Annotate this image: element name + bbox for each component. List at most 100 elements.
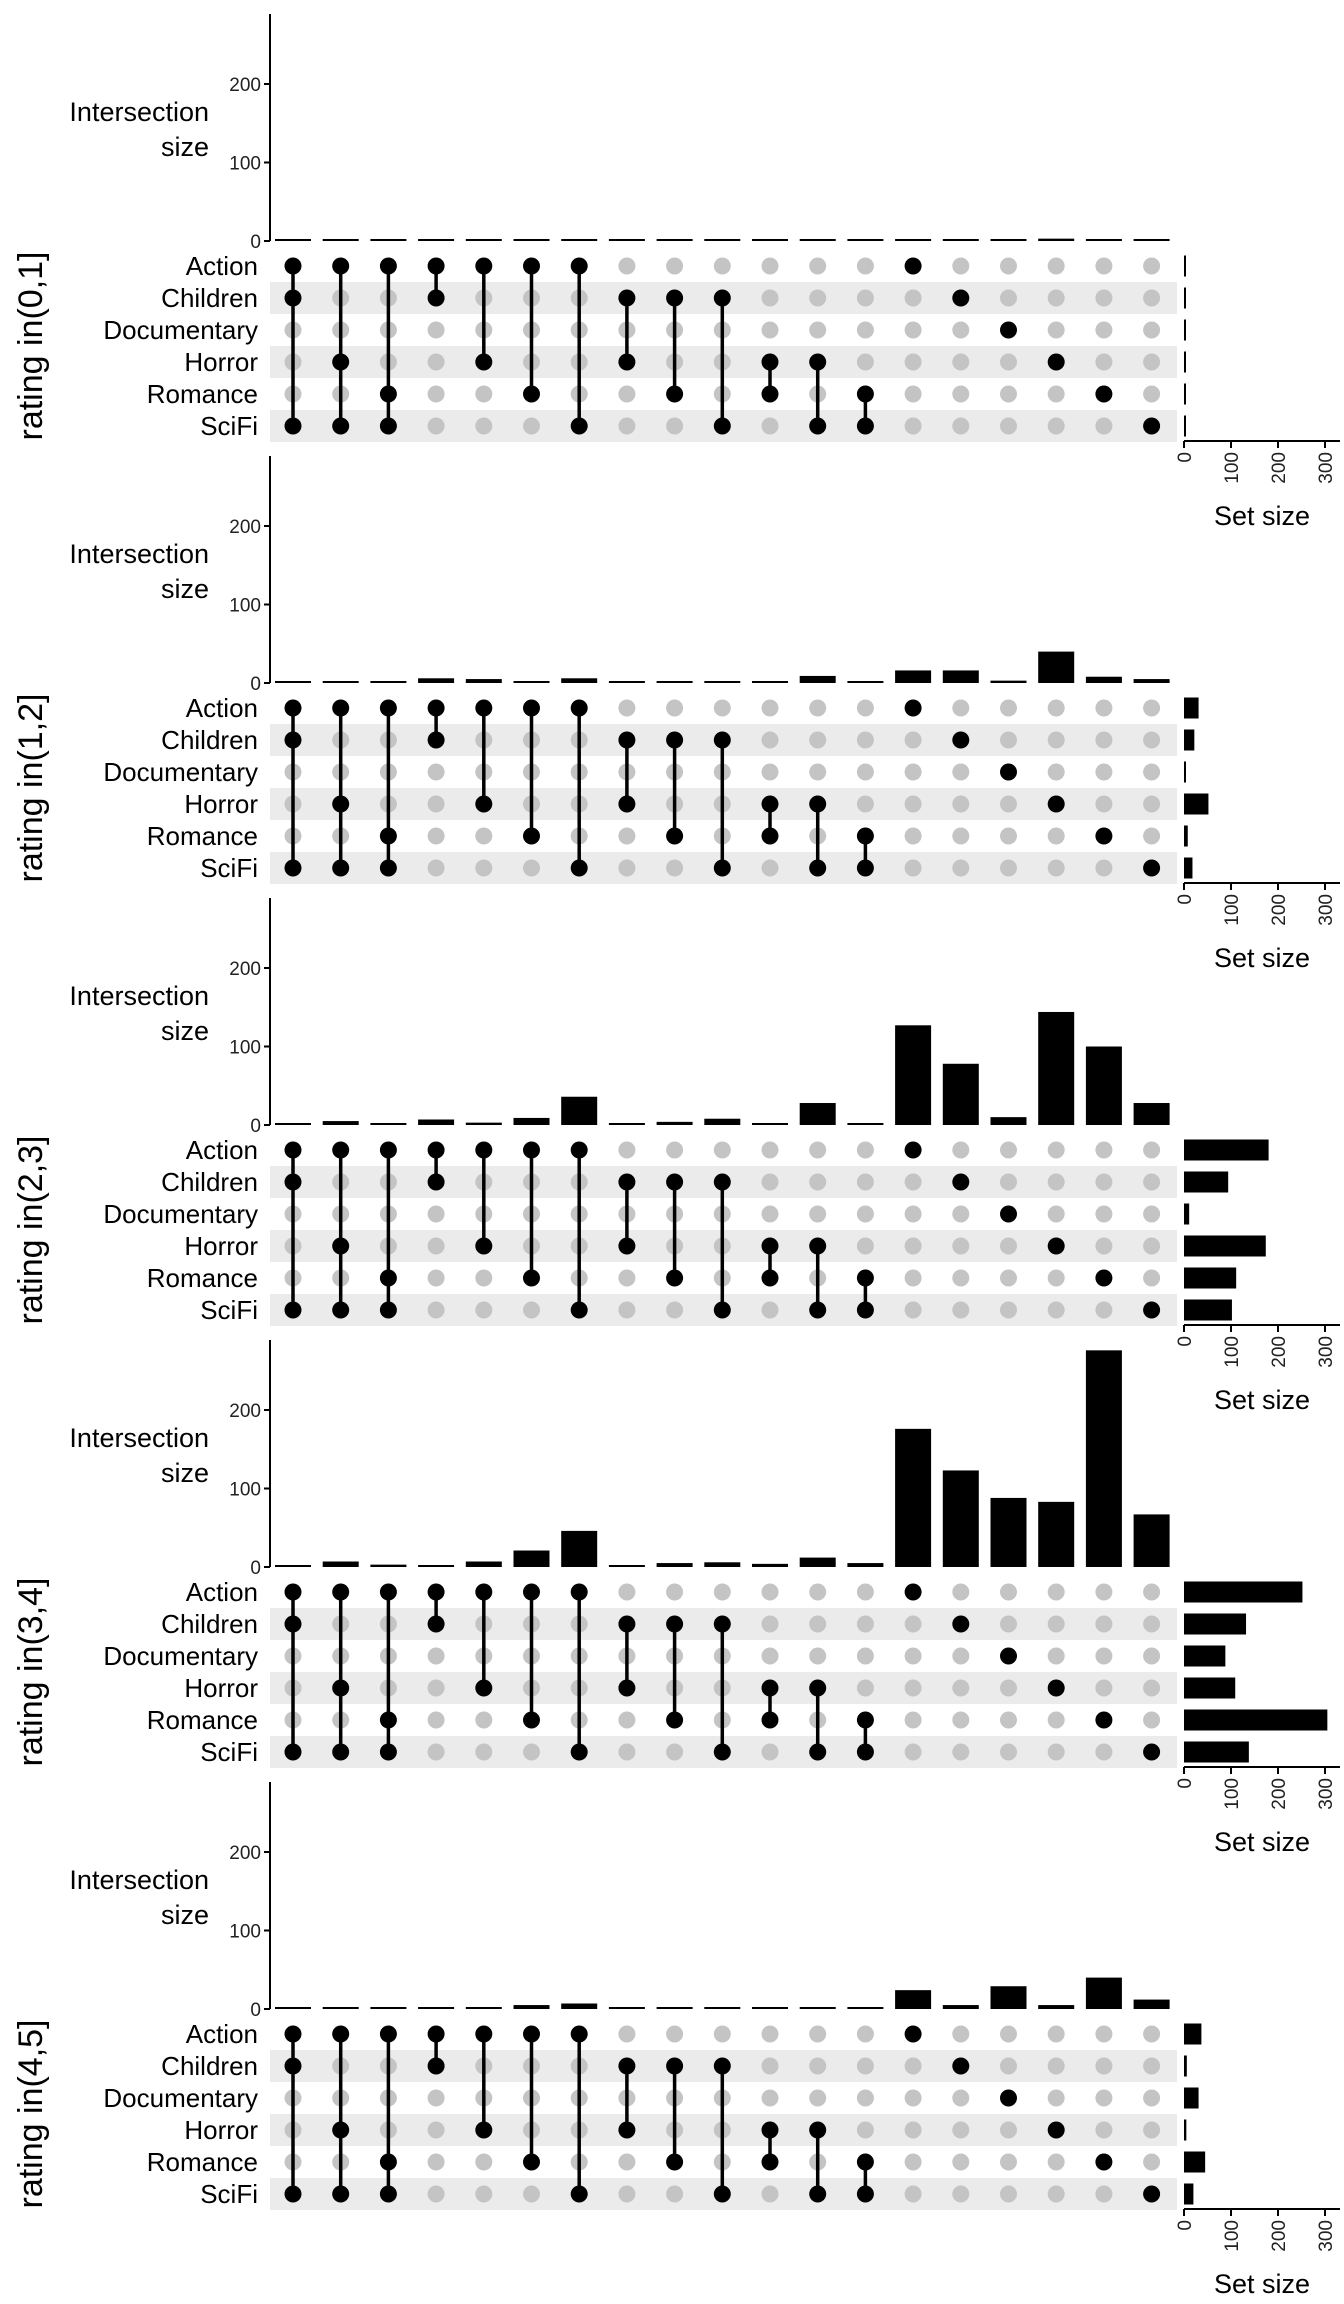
matrix-dot-inactive (952, 2153, 970, 2171)
intersection-bar (1085, 676, 1122, 683)
set-size-bar (1184, 383, 1186, 405)
matrix-dot-inactive (809, 1141, 827, 1159)
matrix-dot-active (332, 1743, 350, 1761)
matrix-dot-inactive (809, 1205, 827, 1223)
matrix-dot-inactive (1047, 763, 1065, 781)
matrix-dot-inactive (427, 2089, 445, 2107)
intersection-bar (608, 681, 645, 683)
set-size-bar (1184, 697, 1199, 719)
matrix-dot-active (1143, 1743, 1161, 1761)
intersection-bar (275, 2007, 311, 2009)
matrix-dot-inactive (1143, 289, 1161, 307)
matrix-dot-inactive (427, 859, 445, 877)
intersection-bar (1133, 239, 1170, 241)
matrix-dot-active (379, 2185, 397, 2203)
upset-panel-2: 0 100 200 Intersection size rating in(2,3] Act… (12, 898, 1340, 1415)
set-size-tick-label: 100 (1222, 1336, 1243, 1368)
matrix-dot-inactive (666, 257, 684, 275)
matrix-dot-active (1095, 827, 1113, 845)
matrix-dot-inactive (952, 1141, 970, 1159)
matrix-dot-active (713, 1301, 731, 1319)
matrix-dot-inactive (1095, 417, 1113, 435)
matrix-dot-active (1000, 763, 1017, 781)
matrix-dot-active (284, 1141, 302, 1159)
intersection-bar (1038, 651, 1075, 683)
y-axis-title: size (161, 574, 209, 604)
matrix-dot-active (904, 2025, 922, 2043)
matrix-dot-inactive (1047, 859, 1065, 877)
matrix-dot-active (713, 289, 731, 307)
set-size-tick-label: 0 (1175, 2220, 1196, 2231)
intersection-bar (465, 239, 502, 241)
matrix-dot-active (1143, 859, 1161, 877)
matrix-dot-inactive (761, 859, 779, 877)
matrix-dot-inactive (904, 1679, 922, 1697)
matrix-dot-active (427, 1141, 445, 1159)
set-label: Romance (147, 2147, 258, 2177)
matrix-dot-active (523, 827, 540, 845)
matrix-dot-inactive (1047, 2057, 1065, 2075)
set-size-tick-label: 300 (1316, 894, 1337, 926)
matrix-dot-inactive (809, 1615, 827, 1633)
matrix-dot-inactive (856, 1141, 874, 1159)
intersection-bar (942, 1063, 979, 1125)
matrix-dot-inactive (856, 289, 874, 307)
matrix-dot-active (284, 2025, 302, 2043)
matrix-dot-inactive (713, 1141, 731, 1159)
matrix-dot-inactive (1143, 795, 1161, 813)
set-size-bar (1184, 1235, 1266, 1257)
matrix-dot-inactive (904, 385, 922, 403)
y-tick-label: 200 (229, 1843, 261, 1864)
set-label: Romance (147, 1263, 258, 1293)
matrix-dot-inactive (904, 1173, 922, 1191)
matrix-dot-active (1047, 353, 1065, 371)
set-label: Horror (184, 789, 258, 819)
matrix-dot-inactive (1000, 1141, 1017, 1159)
intersection-bar (942, 670, 979, 683)
panel-label: rating in(1,2] (12, 694, 50, 883)
matrix-dot-active (284, 1615, 302, 1633)
matrix-dot-inactive (1000, 1301, 1017, 1319)
matrix-dot-inactive (1047, 1615, 1065, 1633)
matrix-dot-inactive (1095, 699, 1113, 717)
matrix-dot-active (570, 417, 588, 435)
intersection-bar (370, 1564, 407, 1567)
matrix-dot-active (666, 1615, 684, 1633)
intersection-bar (370, 239, 407, 241)
matrix-dot-inactive (1047, 699, 1065, 717)
intersection-bar (275, 239, 311, 241)
intersection-bar (561, 2003, 598, 2009)
matrix-dot-inactive (1047, 1173, 1065, 1191)
set-label: Children (161, 283, 258, 313)
matrix-dot-active (284, 699, 302, 717)
matrix-dot-inactive (809, 2089, 827, 2107)
matrix-dot-inactive (1143, 1141, 1161, 1159)
matrix-dot-inactive (952, 1237, 970, 1255)
matrix-dot-active (1000, 1647, 1017, 1665)
set-size-bar (1184, 1203, 1190, 1225)
panel-label: rating in(2,3] (12, 1136, 50, 1325)
matrix-dot-inactive (761, 1301, 779, 1319)
matrix-dot-inactive (1143, 2057, 1161, 2075)
set-size-title: Set size (1214, 1827, 1310, 1857)
matrix-dot-active (713, 1173, 731, 1191)
matrix-dot-inactive (1000, 257, 1017, 275)
matrix-dot-inactive (618, 1141, 636, 1159)
matrix-dot-inactive (1000, 1269, 1017, 1287)
matrix-dot-inactive (809, 1583, 827, 1601)
upset-panel-0: 0 100 200 Intersection size rating in(0,1] Act… (12, 14, 1340, 531)
set-size-bar (1184, 2055, 1187, 2077)
matrix-dot-active (523, 2025, 540, 2043)
matrix-dot-inactive (618, 2185, 636, 2203)
matrix-dot-active (618, 2121, 636, 2139)
set-size-bar (1184, 2087, 1199, 2109)
intersection-bar (656, 239, 693, 241)
matrix-dot-active (713, 417, 731, 435)
matrix-dot-inactive (904, 1237, 922, 1255)
matrix-dot-active (570, 859, 588, 877)
matrix-dot-inactive (713, 257, 731, 275)
matrix-dot-active (284, 731, 302, 749)
matrix-dot-inactive (856, 2057, 874, 2075)
intersection-bar (513, 1117, 550, 1125)
matrix-dot-inactive (713, 1583, 731, 1601)
